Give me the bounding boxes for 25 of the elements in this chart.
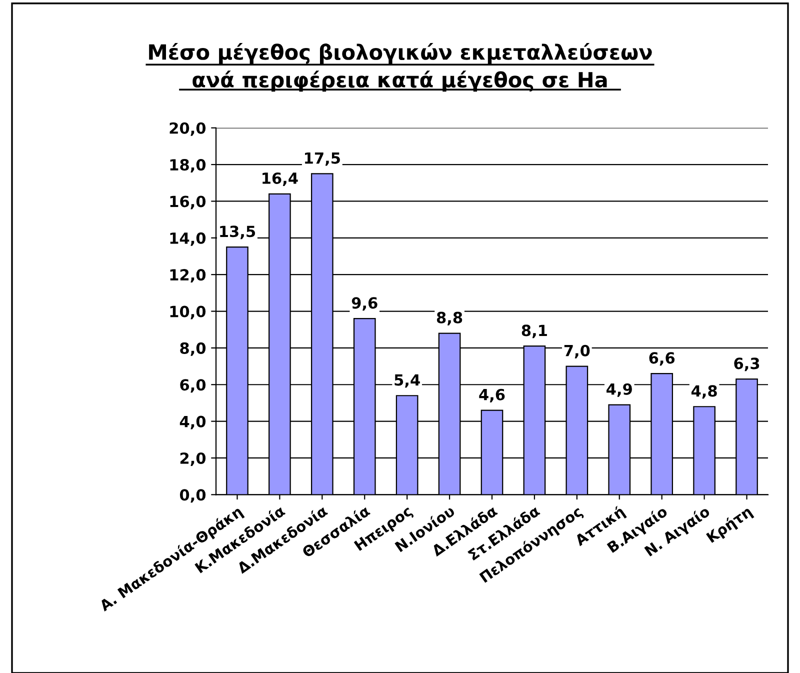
y-tick-label: 18,0	[170, 159, 206, 173]
chart-title: Μέσο μέγεθος βιολογικών εκμεταλλεύσεων ανά περιφέρεια κατά μέγεθος σε Ha	[149, 42, 652, 92]
data-label: 7,0	[564, 344, 590, 358]
y-tick-label: 14,0	[170, 232, 206, 246]
data-label: 17,5	[305, 152, 340, 166]
data-label: 4,8	[691, 385, 717, 399]
data-label: 9,6	[352, 297, 378, 311]
y-tick-label: 8,0	[180, 342, 206, 356]
y-tick-label: 2,0	[180, 452, 206, 466]
y-tick-label: 16,0	[170, 196, 206, 210]
data-label: 5,4	[394, 374, 420, 388]
data-label: 4,6	[479, 388, 505, 402]
data-label: 4,9	[606, 383, 632, 397]
data-label: 6,6	[649, 352, 675, 366]
data-label: 6,3	[734, 358, 760, 372]
y-tick-label: 20,0	[170, 122, 206, 136]
data-label: 13,5	[220, 226, 256, 240]
y-tick-label: 6,0	[180, 379, 206, 393]
y-tick-label: 4,0	[180, 416, 206, 430]
y-tick-label: 0,0	[180, 489, 206, 503]
data-label: 16,4	[262, 172, 298, 186]
data-label: 8,1	[522, 324, 547, 338]
data-label: 8,8	[436, 312, 462, 326]
y-tick-label: 12,0	[170, 269, 206, 283]
y-tick-label: 10,0	[170, 306, 206, 320]
